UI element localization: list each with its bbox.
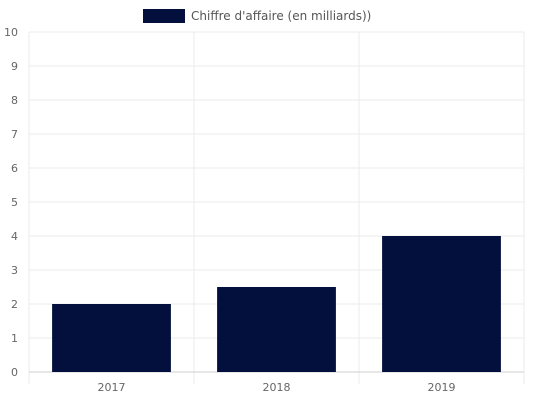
y-tick-label: 1	[11, 332, 18, 345]
y-tick-label: 9	[11, 60, 18, 73]
y-tick-label: 5	[11, 196, 18, 209]
y-tick-label: 8	[11, 94, 18, 107]
bars-layer	[52, 236, 501, 372]
y-tick-label: 2	[11, 298, 18, 311]
legend-label[interactable]: Chiffre d'affaire (en milliards))	[191, 9, 371, 23]
y-tick-label: 10	[4, 26, 18, 39]
y-tick-label: 4	[11, 230, 18, 243]
y-tick-label: 0	[11, 366, 18, 379]
y-tick-label: 6	[11, 162, 18, 175]
legend-swatch[interactable]	[143, 9, 185, 23]
legend[interactable]: Chiffre d'affaire (en milliards))	[143, 9, 371, 23]
x-tick-label: 2017	[98, 381, 126, 394]
y-tick-label: 7	[11, 128, 18, 141]
bar-2018[interactable]	[217, 287, 336, 372]
x-tick-label: 2018	[263, 381, 291, 394]
bar-2019[interactable]	[382, 236, 501, 372]
y-tick-label: 3	[11, 264, 18, 277]
bar-2017[interactable]	[52, 304, 171, 372]
x-tick-label: 2019	[428, 381, 456, 394]
